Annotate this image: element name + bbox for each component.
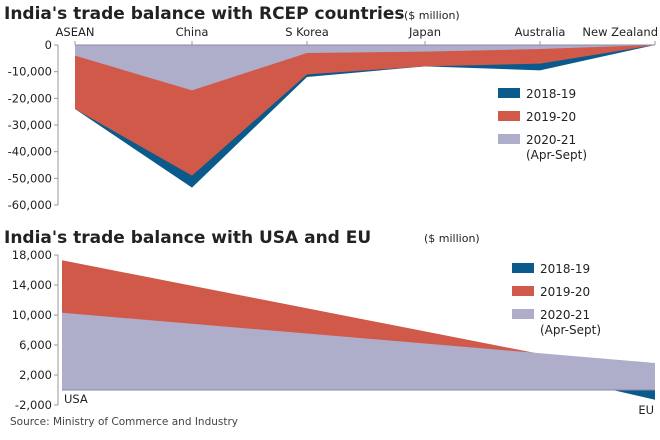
legend-label: 2018-19 xyxy=(526,87,576,101)
source-note: Source: Ministry of Commerce and Industr… xyxy=(10,416,238,428)
legend-label: 2018-19 xyxy=(540,262,590,276)
legend-swatch-2020-21 xyxy=(512,309,534,319)
x-tick-label: EU xyxy=(638,403,654,417)
usa-eu-chart: India's trade balance with USA and EU ($… xyxy=(4,228,655,417)
x-tick-label: Australia xyxy=(515,25,566,39)
x-tick-label: New Zealand xyxy=(582,25,658,39)
y-tick-label: -50,000 xyxy=(8,171,52,185)
legend-swatch-2018-19 xyxy=(512,263,534,273)
rcep-chart: India's trade balance with RCEP countrie… xyxy=(4,4,658,212)
y-tick-label: 0 xyxy=(45,38,52,52)
legend-label: (Apr-Sept) xyxy=(540,323,601,337)
area-2020-21 xyxy=(62,312,655,390)
chart-unit: ($ million) xyxy=(424,232,480,245)
y-tick-label: -20,000 xyxy=(8,91,52,105)
y-tick-label: -30,000 xyxy=(8,118,52,132)
legend-swatch-2018-19 xyxy=(498,88,520,98)
legend-label: 2019-20 xyxy=(540,285,590,299)
y-tick-label: -60,000 xyxy=(8,198,52,212)
x-tick-label: USA xyxy=(64,392,88,406)
legend-label: 2020-21 xyxy=(540,308,590,322)
legend-label: 2020-21 xyxy=(526,133,576,147)
x-tick-label: China xyxy=(176,25,209,39)
x-tick-label: S Korea xyxy=(285,25,329,39)
y-tick-label: 10,000 xyxy=(12,308,52,322)
y-tick-label: 2,000 xyxy=(19,368,52,382)
x-tick-label: Japan xyxy=(408,25,441,39)
legend-swatch-2019-20 xyxy=(512,286,534,296)
chart-unit: ($ million) xyxy=(404,9,460,22)
y-tick-label: 14,000 xyxy=(12,278,52,292)
y-tick-label: -10,000 xyxy=(8,65,52,79)
legend-swatch-2020-21 xyxy=(498,134,520,144)
y-tick-label: -2,000 xyxy=(15,398,52,412)
y-tick-label: -40,000 xyxy=(8,145,52,159)
chart-title: India's trade balance with USA and EU xyxy=(4,228,371,248)
legend-swatch-2019-20 xyxy=(498,111,520,121)
area-2020-21 xyxy=(75,45,655,91)
y-tick-label: 18,000 xyxy=(12,248,52,262)
chart-title: India's trade balance with RCEP countrie… xyxy=(4,4,405,24)
x-tick-label: ASEAN xyxy=(56,25,95,39)
y-tick-label: 6,000 xyxy=(19,338,52,352)
legend-label: (Apr-Sept) xyxy=(526,148,587,162)
legend-label: 2019-20 xyxy=(526,110,576,124)
